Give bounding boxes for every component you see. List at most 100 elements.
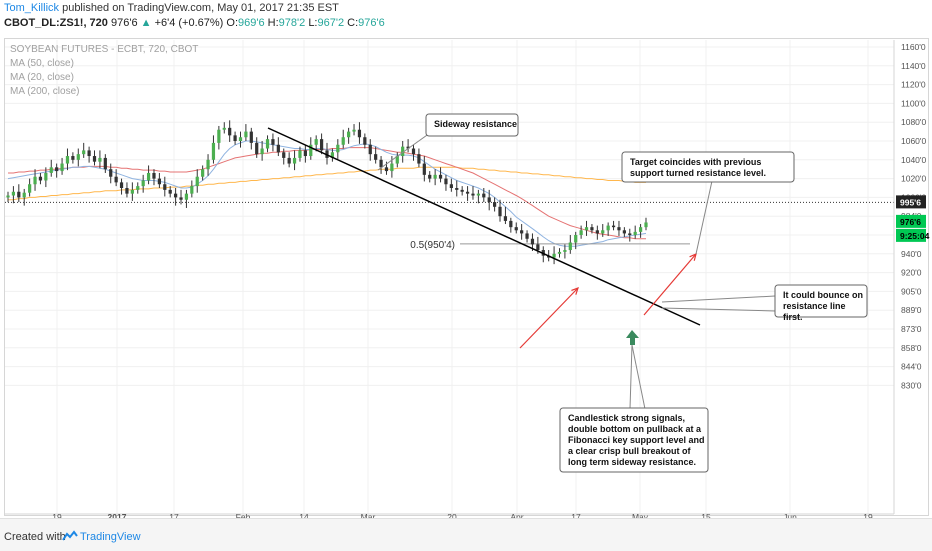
chart-frame[interactable] <box>4 38 929 516</box>
high-value: 978'2 <box>278 17 306 29</box>
candle-body <box>103 157 107 170</box>
candle-body <box>28 184 32 193</box>
tradingview-logo-icon <box>62 530 78 541</box>
candle-body <box>71 156 75 160</box>
time-axis[interactable]: 19 2017 17 Feb 14 Mar 20 Apr 17 May 15 Jun 19 <box>5 512 894 518</box>
candle-body <box>184 193 189 200</box>
open-value: 969'6 <box>238 17 265 29</box>
candle-body <box>217 129 221 143</box>
target-callout-text: Target coincides with previous <box>630 157 761 167</box>
candle-callout-text: Candlestick strong signals, <box>568 413 685 423</box>
candle-body <box>465 191 470 194</box>
candle-body <box>476 193 480 196</box>
candle-body <box>17 191 21 198</box>
hline-price-tag-bg <box>896 195 926 209</box>
callout-pointer <box>661 307 776 312</box>
y-tick-label: 1040'0 <box>901 155 927 165</box>
candle-callout-box <box>559 407 709 473</box>
price-axis[interactable]: 1160'0 1140'0 1120'0 1100'0 1080'0 1060'0 1040… <box>893 40 930 514</box>
candle-body <box>174 193 178 198</box>
legend-ma20[interactable]: MA (20, close) <box>10 72 74 83</box>
bounce-callout-text: first. <box>783 312 803 322</box>
arrow-head-icon <box>571 287 579 295</box>
candle-body <box>520 230 524 234</box>
y-tick-label: 830'0 <box>901 380 922 390</box>
y-tick-label: 844'0 <box>901 362 922 372</box>
callout-pointer <box>629 344 633 410</box>
candle-body <box>114 176 118 183</box>
resistance-trendline[interactable] <box>267 127 701 326</box>
candle-body <box>119 182 124 188</box>
candle-body <box>49 167 53 173</box>
candle-body <box>422 163 426 175</box>
candle-body <box>460 189 464 192</box>
candle-body <box>633 231 637 235</box>
candle-body <box>65 156 70 164</box>
y-tick-label: 1020'0 <box>901 174 927 184</box>
candle-body <box>498 206 502 217</box>
candle-body <box>168 189 172 194</box>
x-tick-label: 19 <box>863 512 873 518</box>
author-link[interactable]: Tom_Killick <box>4 2 60 14</box>
candle-body <box>622 230 626 234</box>
price-chart[interactable]: 0.5(950'4) Sideway resistance Target coin… <box>0 0 932 518</box>
candle-body <box>390 163 394 172</box>
candle-body <box>438 174 443 179</box>
last-price-tag-bg <box>896 214 926 228</box>
up-arrow-icon: ▲ <box>140 17 152 29</box>
x-tick-label: 15 <box>701 512 711 518</box>
candle-body <box>411 148 416 155</box>
candle-body <box>341 137 345 145</box>
candle-body <box>238 137 243 141</box>
candle-body <box>276 144 280 153</box>
y-tick-label: 1060'0 <box>901 136 927 146</box>
candle-body <box>617 227 621 231</box>
candle-body <box>590 227 594 231</box>
candle-body <box>347 131 351 138</box>
y-tick-label: 940'0 <box>901 249 922 259</box>
candle-body <box>92 156 97 162</box>
candle-body <box>406 146 410 149</box>
candle-callout-text: double bottom on pullback at a <box>568 424 702 434</box>
candle-body <box>157 178 161 185</box>
candle-body <box>136 186 140 190</box>
candle-body <box>255 142 259 155</box>
candle-body <box>628 233 632 235</box>
candle-body <box>455 188 459 190</box>
y-tick-label: 1080'0 <box>901 117 927 127</box>
high-label: H: <box>267 17 279 29</box>
price-change: +6'4 (+0.67%) <box>154 17 224 29</box>
legend-ma200[interactable]: MA (200, close) <box>10 86 80 97</box>
candle-body <box>109 169 113 177</box>
y-tick-label: 889'0 <box>901 305 922 315</box>
x-tick-label: 20 <box>447 512 457 518</box>
open-label: O: <box>226 17 239 29</box>
sideway-callout-text: Sideway resistance <box>434 119 517 129</box>
legend-ma50[interactable]: MA (50, close) <box>10 58 74 69</box>
candle-body <box>568 242 572 251</box>
candle-callout-text: Fibonacci key support level and <box>568 435 705 445</box>
x-tick-label: Apr <box>510 512 523 518</box>
candle-body <box>190 186 194 194</box>
callout-pointer <box>377 132 440 171</box>
candle-body <box>130 189 134 194</box>
candle-body <box>233 135 237 141</box>
candles <box>6 120 648 265</box>
candle-body <box>260 148 264 155</box>
candle-body <box>552 253 556 258</box>
tradingview-brand-link[interactable]: TradingView <box>80 531 141 543</box>
bounce-callout-text: It could bounce on <box>783 290 863 300</box>
candle-body <box>309 144 313 157</box>
candle-body <box>352 129 356 132</box>
bounce-callout-text: resistance line <box>783 301 846 311</box>
candle-body <box>125 188 129 194</box>
low-value: 967'2 <box>317 17 345 29</box>
candle-body <box>601 230 605 234</box>
x-tick-label: Jun <box>783 512 797 518</box>
x-tick-label: May <box>632 512 649 518</box>
candle-body <box>611 225 616 228</box>
candle-body <box>60 163 64 172</box>
candle-body <box>487 197 491 203</box>
red-arrow-line <box>643 253 697 316</box>
candle-body <box>574 235 578 243</box>
